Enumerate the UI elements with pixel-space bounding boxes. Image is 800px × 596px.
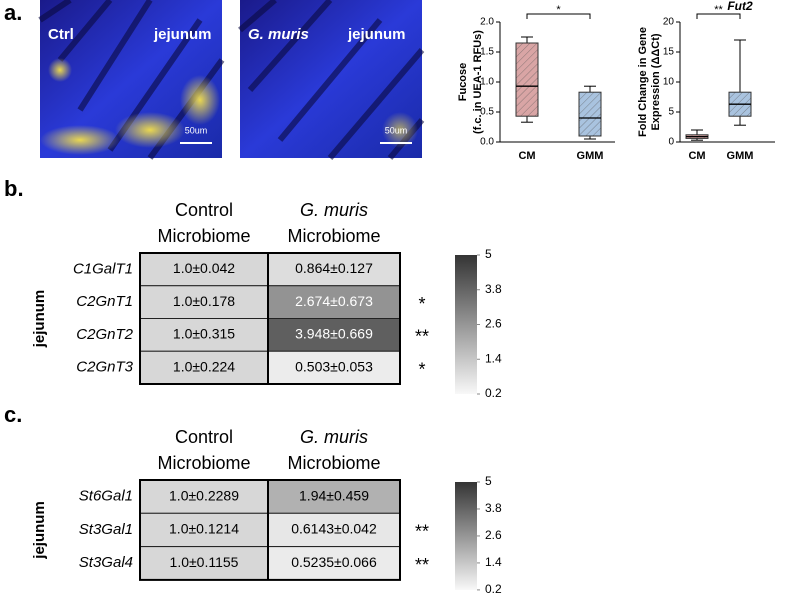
colorbar-tick-label: 2.6: [485, 528, 502, 542]
column-header: Control: [175, 427, 233, 447]
x-tick-label: CM: [688, 150, 705, 162]
significance-bracket: [696, 13, 741, 19]
y-axis-label: (f.c. in UEA-1 RFUs): [472, 30, 484, 134]
x-tick-label: GMM: [577, 150, 604, 162]
scale-bar-label: 50um: [185, 125, 208, 135]
image-label: G. muris: [248, 26, 309, 43]
y-axis-label: Expression (ΔΔCt): [650, 33, 662, 130]
heat-cell: [267, 285, 401, 319]
column-header: Microbiome: [287, 453, 380, 473]
cell-value: 1.0±0.224: [173, 358, 235, 374]
row-label: St6Gal1: [79, 488, 133, 505]
micrograph: [38, 0, 225, 160]
row-label: C1GalT1: [73, 260, 133, 277]
heat-cell: [139, 252, 269, 287]
colorbar-tick-label: 1.4: [485, 351, 502, 365]
cell-value: 0.5235±0.066: [291, 554, 377, 570]
panel-label: b.: [4, 176, 24, 201]
colorbar-tick-label: 2.6: [485, 317, 502, 331]
row-label: C2GnT2: [76, 326, 133, 343]
image-label: jejunum: [347, 26, 406, 43]
image-label: jejunum: [153, 26, 212, 43]
colorbar-tick-label: 1.4: [485, 555, 502, 569]
colorbar: [455, 482, 477, 590]
y-tick-label: 5: [668, 107, 674, 118]
y-tick-label: 0: [668, 137, 674, 148]
significance: *: [418, 359, 425, 379]
column-header: Control: [175, 200, 233, 220]
column-header: G. muris: [300, 200, 368, 220]
cell-value: 1.0±0.315: [173, 326, 235, 342]
x-tick-label: CM: [518, 150, 535, 162]
y-tick-label: 0.5: [480, 107, 494, 118]
significance: **: [415, 555, 429, 575]
significance: **: [415, 522, 429, 542]
cell-value: 1.0±0.1155: [170, 554, 239, 570]
y-tick-label: 1.0: [480, 77, 494, 88]
row-group-label: jejunum: [31, 290, 48, 349]
y-tick-label: 20: [663, 17, 675, 28]
cell-value: 1.94±0.459: [299, 487, 369, 503]
x-tick-label: GMM: [727, 150, 754, 162]
column-header: G. muris: [300, 427, 368, 447]
colorbar-tick-label: 3.8: [485, 282, 502, 296]
significance: *: [556, 4, 561, 16]
heat-cell: [139, 350, 269, 385]
colorbar-tick-label: 5: [485, 247, 492, 261]
box: [515, 42, 539, 117]
cell-value: 2.674±0.673: [295, 293, 373, 309]
plot-title: Fut2: [727, 0, 753, 13]
box: [578, 91, 602, 137]
significance: **: [714, 4, 723, 16]
cell-value: 0.503±0.053: [295, 358, 373, 374]
y-tick-label: 1.5: [480, 47, 494, 58]
colorbar: [455, 255, 477, 394]
cell-value: 3.948±0.669: [295, 326, 373, 342]
row-label: C2GnT1: [76, 293, 133, 310]
column-header: Microbiome: [287, 226, 380, 246]
y-axis-label: Fold Change in Gene: [637, 27, 649, 137]
column-header: Microbiome: [157, 226, 250, 246]
heat-cell: [139, 479, 269, 514]
row-label: St3Gal1: [79, 521, 133, 538]
cell-value: 0.864±0.127: [295, 260, 373, 276]
heat-cell: [139, 285, 269, 319]
colorbar-tick-label: 0.2: [485, 386, 502, 400]
column-header: Microbiome: [157, 453, 250, 473]
panel-label: c.: [4, 402, 22, 427]
table-border: [139, 252, 401, 385]
panel-label: a.: [4, 0, 22, 25]
cell-value: 1.0±0.178: [173, 293, 235, 309]
heat-cell: [267, 512, 401, 548]
cell-value: 1.0±0.2289: [169, 487, 239, 503]
colorbar-tick-label: 5: [485, 474, 492, 488]
micrograph: [238, 0, 425, 160]
image-label: Ctrl: [48, 26, 74, 43]
y-tick-label: 15: [663, 47, 675, 58]
row-label: St3Gal4: [79, 554, 133, 571]
heat-cell: [139, 512, 269, 548]
significance-bracket: [526, 13, 591, 19]
y-tick-label: 0.0: [480, 137, 494, 148]
significance: **: [415, 327, 429, 347]
heat-cell: [139, 546, 269, 581]
significance: *: [418, 294, 425, 314]
y-tick-label: 2.0: [480, 17, 494, 28]
cell-value: 1.0±0.042: [173, 260, 235, 276]
colorbar-tick-label: 3.8: [485, 501, 502, 515]
y-tick-label: 10: [663, 77, 675, 88]
scale-bar-label: 50um: [385, 125, 408, 135]
heat-cell: [267, 318, 401, 352]
y-axis-label: Fucose: [457, 63, 469, 102]
colorbar-tick-label: 0.2: [485, 582, 502, 596]
table-border: [139, 479, 401, 581]
cell-value: 0.6143±0.042: [291, 521, 377, 537]
row-label: C2GnT3: [76, 359, 133, 376]
row-group-label: jejunum: [31, 501, 48, 560]
cell-value: 1.0±0.1214: [169, 521, 239, 537]
